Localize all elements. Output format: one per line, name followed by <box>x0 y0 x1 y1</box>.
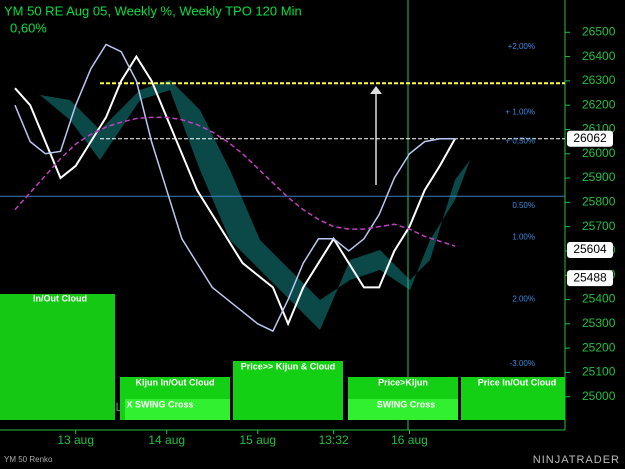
percent-label: -3.00% <box>510 359 535 368</box>
chart-title: YM 50 RE Aug 05, Weekly %, Weekly TPO 12… <box>4 3 302 18</box>
signal-box <box>125 399 230 420</box>
y-tick-label: 26500 <box>582 24 616 38</box>
y-tick-label: 25700 <box>582 219 616 233</box>
brand: NINJATRADER <box>533 454 620 466</box>
y-tick-label: 26200 <box>582 97 616 111</box>
y-tick-label: 26400 <box>582 49 616 63</box>
y-tick-label: 26000 <box>582 146 616 160</box>
y-tick-label: 25800 <box>582 195 616 209</box>
percent-label: 1.00% <box>512 233 535 242</box>
chart-subtitle: 0,60% <box>10 20 47 35</box>
signal-box <box>233 361 343 420</box>
series-line <box>14 116 456 247</box>
signal-label: In/Out Cloud <box>33 293 87 303</box>
price-label: 25604 <box>573 242 607 256</box>
signal-label: SWING Cross <box>377 399 436 409</box>
signal-label: X SWING Cross <box>126 399 193 409</box>
series-line <box>14 54 456 327</box>
percent-label: +2,00% <box>508 42 535 51</box>
percent-label: + 1,00% <box>505 108 535 117</box>
y-axis-panel <box>565 0 625 430</box>
x-tick-label: 16 aug <box>391 433 428 447</box>
y-tick-label: 25300 <box>582 316 616 330</box>
x-tick-label: 13 aug <box>57 433 94 447</box>
x-tick-label: 15 aug <box>239 433 276 447</box>
percent-label: + 0,50% <box>505 137 535 146</box>
price-box <box>567 270 613 287</box>
y-tick-label: 26300 <box>582 73 616 87</box>
signal-label: Price>Kijun <box>378 377 428 387</box>
signal-box <box>461 377 565 420</box>
price-box <box>567 130 613 147</box>
signal-label: Price In/Out Cloud <box>478 377 557 387</box>
signal-label: Kijun In/Out Cloud <box>136 377 215 387</box>
arrow-head <box>370 86 382 94</box>
y-tick-label: 25100 <box>582 365 616 379</box>
x-tick-label: 14 aug <box>148 433 185 447</box>
price-box <box>567 241 613 258</box>
plot: In/Out Cloud Kijun In/Out Cloud Price>> Ki… <box>0 0 625 448</box>
cloud <box>40 80 470 330</box>
price-label: 25488 <box>573 270 607 284</box>
series-line <box>14 43 455 333</box>
y-tick-label: 25400 <box>582 292 616 306</box>
y-tick-label: 25900 <box>582 170 616 184</box>
signal-box <box>348 399 458 420</box>
instrument: YM 50 Renko <box>4 455 53 464</box>
percent-label: 0.50% <box>512 201 535 210</box>
signal-box <box>0 294 115 420</box>
percent-label: 2.00% <box>512 295 535 304</box>
y-tick-label: 25200 <box>582 340 616 354</box>
price-label: 26062 <box>573 131 607 145</box>
signal-label: Price>> Kijun & Cloud <box>241 361 336 371</box>
y-tick-label: 25000 <box>582 389 616 403</box>
x-tick-label: 13:32 <box>319 433 349 447</box>
